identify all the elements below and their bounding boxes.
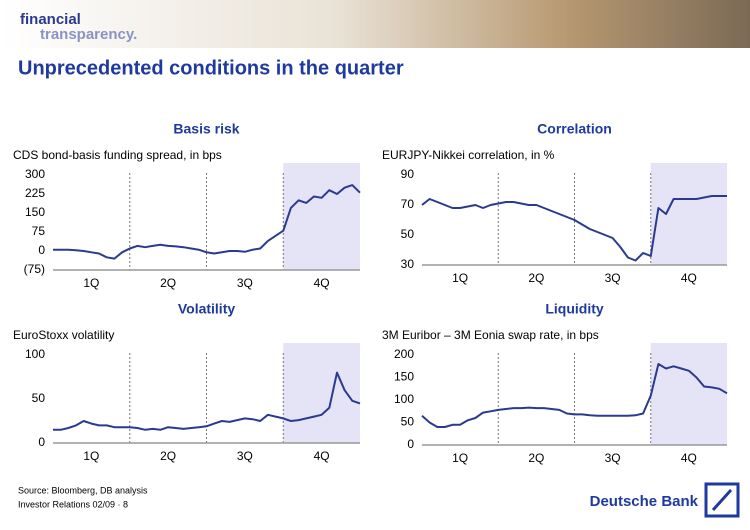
data-line	[421, 195, 727, 262]
x-tick-label: 4Q	[681, 271, 697, 285]
y-tick-label: 100	[25, 347, 45, 361]
chart-subtitle: 3M Euribor – 3M Eonia swap rate, in bps	[382, 328, 599, 342]
y-tick-label: 50	[401, 415, 415, 429]
x-tick-label: 1Q	[83, 449, 99, 463]
x-tick-label: 2Q	[528, 271, 544, 285]
y-tick-label: 0	[38, 435, 45, 449]
x-tick-label: 4Q	[314, 449, 330, 463]
highlight-region	[650, 163, 727, 265]
highlight-region	[650, 343, 727, 445]
brand-name: Deutsche Bank	[590, 493, 699, 510]
brand-logo	[704, 482, 740, 518]
y-tick-label: 50	[32, 391, 46, 405]
y-tick-label: 150	[394, 370, 414, 384]
header-band	[0, 0, 750, 48]
chart-title: Correlation	[537, 121, 612, 137]
y-tick-label: 0	[407, 437, 414, 451]
x-tick-label: 3Q	[605, 451, 621, 465]
x-tick-label: 2Q	[528, 451, 544, 465]
highlight-region	[283, 343, 360, 443]
chart-subtitle: CDS bond-basis funding spread, in bps	[13, 148, 222, 162]
y-tick-label: 200	[394, 347, 414, 361]
data-line	[53, 184, 361, 260]
chart-subtitle: EuroStoxx volatility	[13, 328, 114, 342]
footer-page: Investor Relations 02/09 · 8	[18, 499, 128, 509]
y-tick-label: 90	[401, 167, 415, 181]
y-tick-label: 75	[32, 224, 46, 238]
x-tick-label: 1Q	[452, 451, 468, 465]
data-line	[53, 371, 361, 431]
y-tick-label: (75)	[24, 262, 45, 276]
y-tick-label: 150	[25, 205, 45, 219]
x-tick-label: 2Q	[160, 449, 176, 463]
chart-title: Basis risk	[173, 121, 239, 137]
data-line	[421, 363, 728, 428]
y-tick-label: 50	[401, 227, 415, 241]
y-tick-label: 70	[401, 197, 415, 211]
x-tick-label: 3Q	[237, 276, 253, 290]
x-tick-label: 3Q	[237, 449, 253, 463]
y-tick-label: 300	[25, 167, 45, 181]
logo-text: transparency.	[40, 26, 137, 43]
chart-title: Liquidity	[545, 301, 604, 317]
y-tick-label: 30	[401, 257, 415, 271]
x-tick-label: 1Q	[452, 271, 468, 285]
y-tick-label: 100	[394, 392, 414, 406]
footer-source: Source: Bloomberg, DB analysis	[18, 485, 148, 495]
y-tick-label: 0	[38, 243, 45, 257]
chart-subtitle: EURJPY-Nikkei correlation, in %	[382, 148, 555, 162]
x-tick-label: 3Q	[605, 271, 621, 285]
x-tick-label: 4Q	[314, 276, 330, 290]
x-tick-label: 1Q	[83, 276, 99, 290]
logo-text: financial	[20, 11, 81, 28]
x-tick-label: 2Q	[160, 276, 176, 290]
y-tick-label: 225	[25, 186, 45, 200]
x-tick-label: 4Q	[681, 451, 697, 465]
highlight-region	[283, 163, 360, 270]
chart-title: Volatility	[178, 301, 236, 317]
slide-title: Unprecedented conditions in the quarter	[18, 57, 404, 79]
